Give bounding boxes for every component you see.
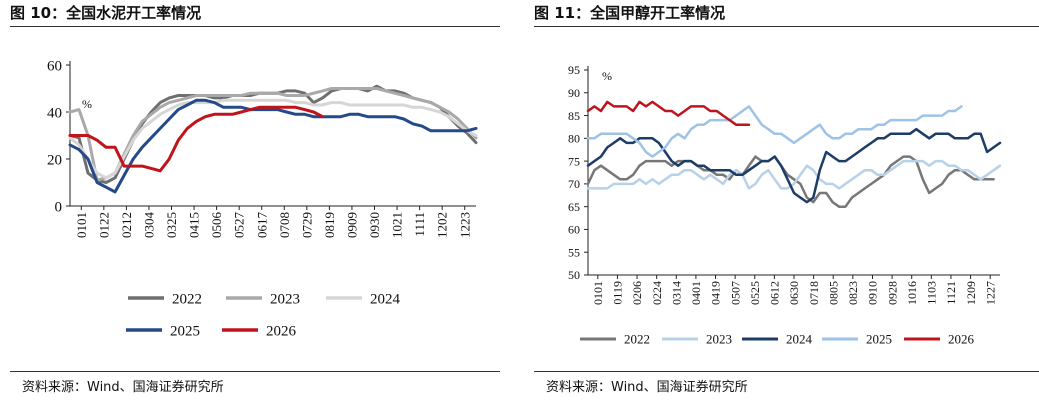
y-tick-label: 20 xyxy=(47,152,62,168)
x-tick-label: 1111 xyxy=(412,212,427,237)
series-line-2025 xyxy=(68,98,478,194)
x-tick-label: 1202 xyxy=(435,212,450,238)
x-tick-label: 0101 xyxy=(591,281,605,305)
y-tick-label: 70 xyxy=(568,177,580,191)
title-divider xyxy=(534,26,1039,27)
legend-label-2023: 2023 xyxy=(270,291,300,307)
x-tick-label: 0122 xyxy=(96,212,111,238)
legend-label-2024: 2024 xyxy=(370,291,401,307)
series-line-2026 xyxy=(586,100,751,126)
y-tick-label: 85 xyxy=(568,109,580,123)
x-tick-label: 1103 xyxy=(925,281,939,305)
source-note: 资料来源：Wind、国海证券研究所 xyxy=(22,380,224,395)
title-divider xyxy=(10,26,500,27)
x-tick-label: 0805 xyxy=(826,281,840,305)
y-tick-label: 80 xyxy=(568,132,580,146)
legend-label-2025: 2025 xyxy=(170,323,200,339)
x-tick-label: 0718 xyxy=(807,281,821,305)
legend-label-2026: 2026 xyxy=(948,332,975,347)
series-line-2024 xyxy=(68,98,478,180)
x-tick-label: 0419 xyxy=(709,281,723,305)
legend-label-2026: 2026 xyxy=(266,323,297,339)
x-tick-label: 1227 xyxy=(983,281,997,305)
x-tick-label: 1021 xyxy=(390,212,405,238)
x-tick-label: 0224 xyxy=(650,281,664,305)
figure-title: 图 10：全国水泥开工率情况 xyxy=(10,4,202,22)
x-tick-label: 0928 xyxy=(885,281,899,305)
y-tick-label: 95 xyxy=(568,63,580,77)
x-tick-label: 0708 xyxy=(277,212,292,238)
x-tick-label: 0506 xyxy=(209,212,224,239)
x-tick-label: 0304 xyxy=(141,212,156,239)
legend-label-2024: 2024 xyxy=(786,332,813,347)
x-tick-label: 0617 xyxy=(254,212,269,239)
x-tick-label: 0910 xyxy=(866,281,880,305)
x-tick-label: 1209 xyxy=(964,281,978,305)
x-tick-label: 1016 xyxy=(905,281,919,305)
cement-chart-panel: 图 10：全国水泥开工率情况 0 20 40 60 0101 0122 0212 0304 03… xyxy=(0,0,515,409)
x-tick-label: 0507 xyxy=(728,281,742,305)
methanol-chart-panel: 图 11：全国甲醇开工率情况 50 55 60 65 70 75 80 85 90 95 0101 0… xyxy=(524,0,1039,409)
x-tick-label: 0206 xyxy=(630,281,644,305)
y-tick-label: 75 xyxy=(568,154,580,168)
x-tick-label: 0415 xyxy=(187,212,202,238)
x-tick-label: 0212 xyxy=(119,212,134,238)
cement-line-chart: 0 20 40 60 0101 0122 0212 0304 0325 0415 0506 0527 0… xyxy=(47,58,478,339)
x-tick-label: 0325 xyxy=(164,212,179,238)
y-tick-label: 40 xyxy=(47,105,62,121)
y-tick-label: 60 xyxy=(568,223,580,237)
x-tick-label: 0612 xyxy=(768,281,782,305)
unit-label: % xyxy=(82,97,92,111)
x-tick-label: 1121 xyxy=(944,281,958,305)
x-tick-label: 0630 xyxy=(787,281,801,305)
y-tick-label: 55 xyxy=(568,245,580,259)
unit-label: % xyxy=(602,69,612,83)
source-divider xyxy=(10,371,500,372)
x-tick-label: 1223 xyxy=(457,212,472,238)
x-tick-label: 0527 xyxy=(232,212,247,239)
y-tick-label: 60 xyxy=(47,58,62,74)
series-line-2022 xyxy=(586,155,995,208)
x-tick-label: 0401 xyxy=(689,281,703,305)
x-tick-label: 0729 xyxy=(299,212,314,238)
legend-label-2022: 2022 xyxy=(172,291,202,307)
legend-label-2023: 2023 xyxy=(706,332,732,347)
x-tick-label: 0119 xyxy=(611,281,625,305)
legend-label-2022: 2022 xyxy=(624,332,650,347)
y-tick-label: 0 xyxy=(55,199,63,215)
methanol-line-chart: 50 55 60 65 70 75 80 85 90 95 0101 0119 0206 0224 0314… xyxy=(568,63,1002,347)
x-tick-label: 0525 xyxy=(748,281,762,305)
y-tick-label: 65 xyxy=(568,200,580,214)
x-tick-label: 0909 xyxy=(344,212,359,238)
series-line-2026 xyxy=(68,105,325,173)
legend-label-2025: 2025 xyxy=(866,332,892,347)
series-line-2024 xyxy=(586,127,1002,204)
figure-title: 图 11：全国甲醇开工率情况 xyxy=(534,4,726,22)
series-line-2023 xyxy=(586,159,1002,190)
source-divider xyxy=(534,371,1039,372)
source-note: 资料来源：Wind、国海证券研究所 xyxy=(546,380,748,395)
x-tick-label: 0819 xyxy=(322,212,337,238)
y-tick-label: 90 xyxy=(568,86,580,100)
series-line-2023 xyxy=(68,87,478,182)
x-tick-label: 0101 xyxy=(74,212,89,238)
x-tick-label: 0930 xyxy=(367,212,382,238)
x-tick-label: 0823 xyxy=(846,281,860,305)
series-line-2025 xyxy=(586,105,963,158)
y-tick-label: 50 xyxy=(568,268,580,282)
x-tick-label: 0314 xyxy=(669,281,683,305)
